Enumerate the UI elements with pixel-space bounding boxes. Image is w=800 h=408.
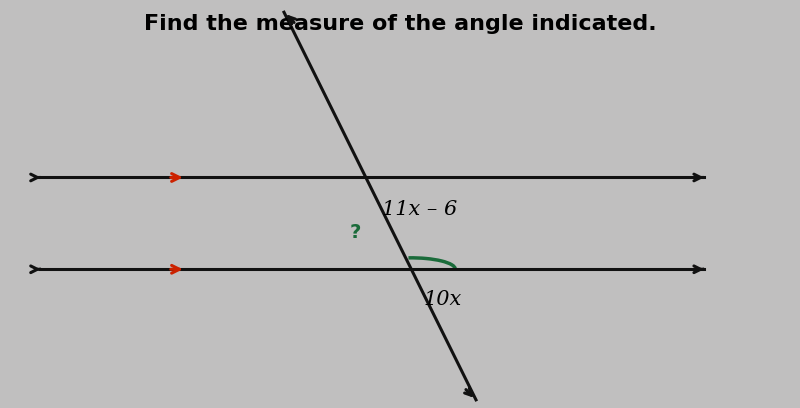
Text: ?: ? [350, 223, 361, 242]
Text: 11x – 6: 11x – 6 [382, 200, 457, 219]
Text: 10x: 10x [423, 290, 462, 309]
Text: Find the measure of the angle indicated.: Find the measure of the angle indicated. [144, 14, 656, 34]
